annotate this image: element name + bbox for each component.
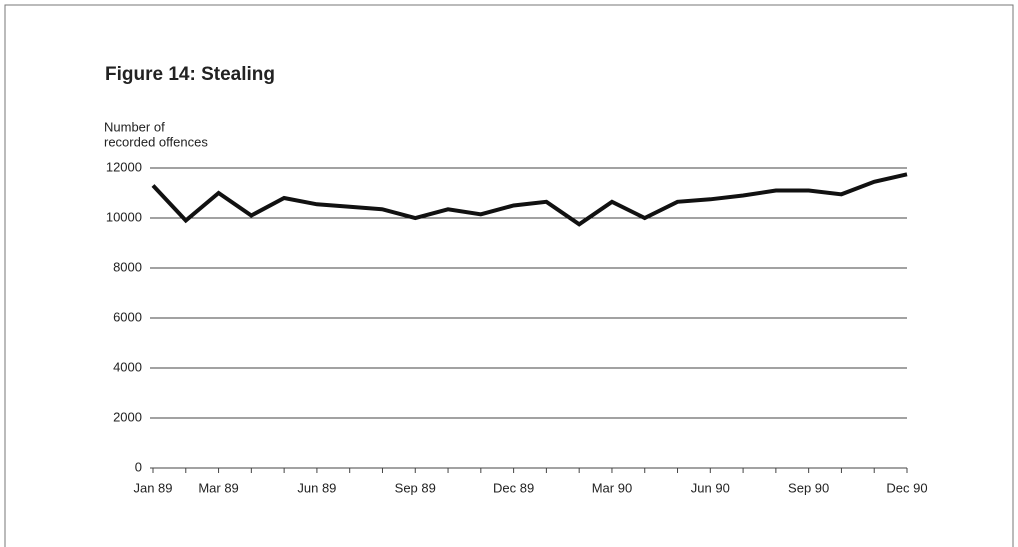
chart-title: Figure 14: Stealing <box>105 64 275 85</box>
y-axis-label: recorded offences <box>104 134 208 149</box>
x-tick-label: Mar 89 <box>198 480 238 495</box>
data-line <box>151 172 908 227</box>
y-tick-label: 4000 <box>113 359 142 374</box>
x-tick-label: Jan 89 <box>133 480 172 495</box>
x-tick-label: Jun 89 <box>297 480 336 495</box>
y-tick-label: 8000 <box>113 259 142 274</box>
x-tick-label: Sep 90 <box>788 480 829 495</box>
frame <box>4 4 1014 547</box>
y-tick-label: 10000 <box>106 209 142 224</box>
y-tick-label: 2000 <box>113 409 142 424</box>
y-axis-label: Number of <box>104 119 165 134</box>
x-tick-label: Dec 90 <box>886 480 927 495</box>
x-tick-label: Jun 90 <box>691 480 730 495</box>
x-tick-label: Mar 90 <box>592 480 632 495</box>
y-tick-label: 0 <box>135 459 142 474</box>
x-tick-label: Dec 89 <box>493 480 534 495</box>
y-tick-label: 6000 <box>113 309 142 324</box>
y-tick-label: 12000 <box>106 159 142 174</box>
x-tick-label: Sep 89 <box>395 480 436 495</box>
